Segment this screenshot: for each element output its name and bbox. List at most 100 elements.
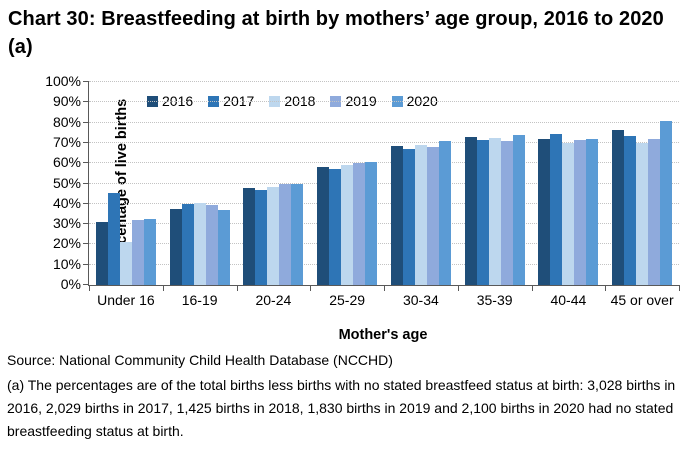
bar-2016 — [243, 187, 256, 285]
bar-2020 — [438, 140, 451, 285]
y-tick-label: 70% — [52, 133, 81, 150]
bar-2019 — [574, 139, 587, 285]
x-tick-label: 16-19 — [181, 292, 218, 308]
legend-item-2020: 2020 — [391, 93, 438, 109]
y-axis-tick — [83, 284, 89, 285]
y-axis-tick — [83, 121, 89, 123]
y-axis-tick — [83, 141, 89, 143]
x-axis-tick — [384, 285, 385, 291]
y-axis-tick — [83, 81, 89, 82]
x-tick-label: 30-34 — [402, 292, 439, 308]
legend-label: 2016 — [162, 93, 194, 109]
y-tick-label: 50% — [52, 174, 81, 191]
x-tick-label: 35-39 — [476, 292, 513, 308]
bar-2020 — [586, 138, 599, 285]
x-axis-tick — [531, 285, 533, 291]
source-text: Source: National Community Child Health … — [7, 352, 393, 368]
x-axis-tick — [605, 285, 607, 291]
y-tick-label: 90% — [52, 93, 81, 110]
bar-group: 25-29 — [310, 82, 384, 308]
y-tick-label: 0% — [60, 276, 81, 292]
bar-group: 20-24 — [237, 82, 311, 308]
x-tick-label: 20-24 — [255, 292, 292, 308]
legend-swatch-icon — [330, 95, 342, 107]
bar-2017 — [550, 133, 563, 285]
bar-group: 45 or over — [605, 82, 679, 308]
y-axis-tick — [83, 101, 89, 103]
y-axis-tick — [83, 162, 89, 164]
legend-swatch-icon — [391, 95, 403, 107]
y-axis-tick — [83, 263, 89, 265]
gridline — [89, 101, 679, 103]
bar-2017 — [402, 149, 415, 285]
bar-group: 40-44 — [532, 82, 606, 308]
legend-label: 2017 — [223, 93, 255, 109]
bar-2020 — [512, 134, 525, 285]
bar-2016 — [538, 138, 551, 285]
bar-2018 — [267, 186, 280, 285]
legend: 2016 2017 2018 2019 2020 — [147, 94, 438, 108]
bar-2016 — [169, 208, 182, 285]
x-tick-label: 25-29 — [329, 292, 366, 308]
bar-2016 — [464, 136, 477, 285]
chart-title: Chart 30: Breastfeeding at birth by moth… — [8, 8, 664, 58]
gridline — [89, 182, 679, 184]
gridline — [89, 223, 679, 225]
y-tick-label: 10% — [52, 255, 81, 272]
x-axis-tick — [457, 285, 459, 291]
bar-2019 — [426, 146, 439, 285]
gridline — [89, 121, 679, 123]
bar-group: Under 16 — [89, 82, 163, 308]
bar-2018 — [414, 144, 427, 285]
bar-group: 35-39 — [458, 82, 532, 308]
y-tick-label: 80% — [52, 113, 81, 130]
y-tick-label: 20% — [52, 235, 81, 252]
bar-2020 — [660, 120, 673, 285]
legend-label: 2020 — [406, 93, 438, 109]
bar-group: 30-34 — [384, 82, 458, 308]
gridline — [89, 141, 679, 143]
y-tick-label: 60% — [52, 154, 81, 171]
y-tick-label: 100% — [45, 73, 81, 89]
gridline — [89, 162, 679, 164]
x-axis-title: Mother's age — [338, 327, 428, 343]
y-axis-tick — [83, 182, 89, 184]
bar-2018 — [562, 142, 575, 285]
x-tick-label: Under 16 — [97, 292, 155, 308]
legend-item-2019: 2019 — [330, 94, 377, 108]
legend-swatch-icon — [147, 95, 158, 107]
gridline — [89, 202, 679, 204]
bar-2019 — [279, 183, 292, 285]
y-axis-tick — [83, 202, 89, 204]
bar-2016 — [612, 129, 625, 285]
bar-group: 16-19 — [163, 82, 237, 308]
bar-2016 — [317, 167, 330, 285]
footnote-text: (a) The percentages are of the total bir… — [7, 377, 676, 439]
x-axis-tick — [236, 285, 238, 291]
bar-2020 — [291, 183, 304, 285]
x-axis-tick — [310, 285, 312, 291]
bar-2017 — [255, 189, 268, 285]
y-axis-tick — [83, 223, 89, 225]
bar-2018 — [119, 242, 132, 285]
legend-item-2016: 2016 — [147, 94, 193, 108]
plot-area: Percentage of live births 2016 2017 2018 20… — [45, 74, 680, 308]
y-tick-label: 30% — [52, 215, 81, 232]
bar-2019 — [131, 220, 144, 285]
y-axis-tick — [83, 243, 89, 245]
x-axis-tick — [162, 285, 164, 291]
legend-swatch-icon — [208, 95, 220, 107]
bar-2019 — [648, 138, 661, 285]
bar-2019 — [500, 140, 513, 285]
gridline — [89, 263, 679, 265]
x-axis-tick — [89, 285, 90, 291]
legend-label: 2018 — [284, 93, 316, 109]
x-tick-label: 40-44 — [550, 292, 587, 308]
gridline — [89, 81, 679, 82]
bar-2017 — [476, 139, 489, 285]
gridline — [89, 243, 679, 245]
bar-2017 — [329, 169, 342, 285]
legend-swatch-icon — [269, 95, 281, 107]
y-tick-label: 40% — [52, 194, 81, 211]
bar-2016 — [95, 222, 108, 285]
